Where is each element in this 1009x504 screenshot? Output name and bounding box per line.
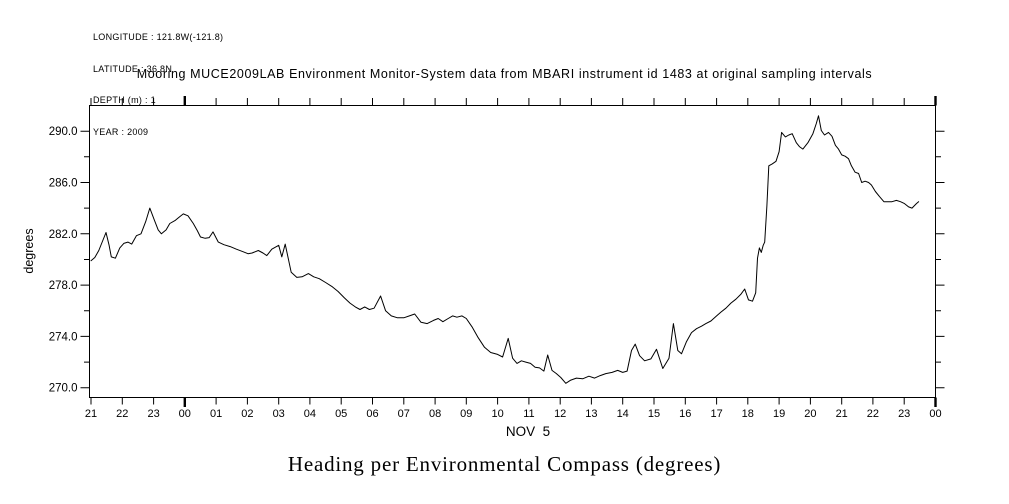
x-tick-label: 00 <box>929 408 941 420</box>
chart-title: Mooring MUCE2009LAB Environment Monitor-… <box>136 67 873 81</box>
x-tick-label: 01 <box>210 408 222 420</box>
x-tick-label: 04 <box>304 408 316 420</box>
x-tick-label: 07 <box>398 408 410 420</box>
y-tick-label: 282.0 <box>49 229 78 241</box>
y-tick-label: 286.0 <box>49 178 78 190</box>
x-tick-label: 23 <box>898 408 910 420</box>
x-tick-label: 17 <box>710 408 722 420</box>
y-tick-label: 278.0 <box>49 280 78 292</box>
x-tick-label: 14 <box>617 408 629 420</box>
x-tick-label: 05 <box>335 408 347 420</box>
x-tick-label: 02 <box>241 408 253 420</box>
metadata-depth: DEPTH (m) : 1 <box>93 95 156 105</box>
metadata-year: YEAR : 2009 <box>93 126 149 137</box>
axis-ticks <box>80 98 945 405</box>
x-tick-label: 06 <box>366 408 378 420</box>
x-tick-label: 08 <box>429 408 441 420</box>
x-tick-label: 11 <box>523 408 534 420</box>
data-line <box>90 115 920 384</box>
x-tick-label: 22 <box>116 408 128 420</box>
x-tick-label: 10 <box>491 408 503 420</box>
x-tick-label: 09 <box>460 408 472 420</box>
x-tick-label: 12 <box>554 408 566 420</box>
x-tick-label: 23 <box>147 408 159 420</box>
x-tick-label: 00 <box>179 408 191 420</box>
x-tick-label: 19 <box>773 408 785 420</box>
day-boundary-ticks <box>183 96 937 407</box>
x-tick-label: 21 <box>85 408 97 420</box>
metadata-latitude: LATITUDE : 36.8N <box>93 63 173 74</box>
x-tick-label: 20 <box>804 408 816 420</box>
x-tick-label: 13 <box>585 408 597 420</box>
plot-border <box>89 105 936 398</box>
x-tick-label: 22 <box>867 408 879 420</box>
y-axis-label: degrees <box>22 228 36 273</box>
x-tick-label: 15 <box>648 408 660 420</box>
x-tick-label: 16 <box>679 408 691 420</box>
y-tick-label: 290.0 <box>49 126 78 138</box>
metadata-longitude: LONGITUDE : 121.8W(-121.8) <box>93 32 224 42</box>
x-tick-label: 03 <box>273 408 285 420</box>
y-tick-label: 274.0 <box>49 331 78 343</box>
day-label: NOV 5 <box>506 424 550 439</box>
x-tick-label: 21 <box>836 408 848 420</box>
figure-caption: Heading per Environmental Compass (degre… <box>287 452 722 476</box>
y-tick-label: 270.0 <box>49 383 78 395</box>
x-tick-label: 18 <box>742 408 754 420</box>
metadata-block: LONGITUDE : 121.8W(-121.8) LATITUDE : 36… <box>93 11 223 158</box>
